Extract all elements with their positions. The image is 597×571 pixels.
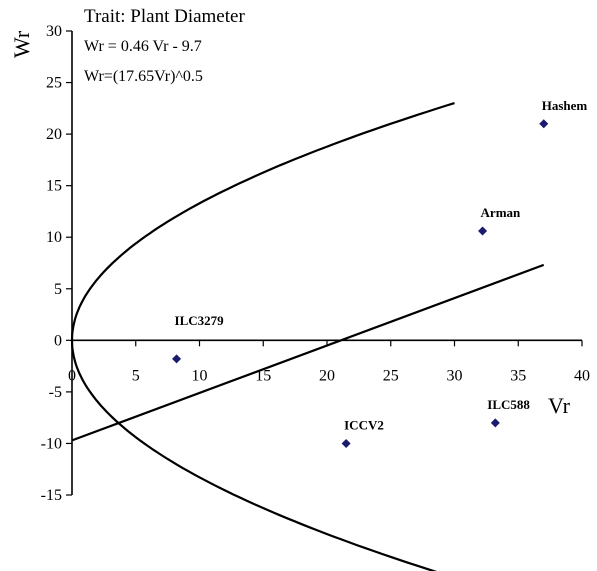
- y-tick-label: 15: [46, 178, 62, 195]
- x-tick-label: 5: [132, 367, 140, 384]
- x-tick-label: 20: [319, 367, 335, 384]
- y-tick-label: -15: [41, 487, 62, 504]
- y-tick-label: 0: [54, 332, 62, 349]
- y-tick-label: 30: [46, 23, 62, 40]
- equation-parabola: Wr=(17.65Vr)^0.5: [84, 68, 203, 85]
- x-tick-label: 0: [68, 367, 76, 384]
- y-tick-label: 10: [46, 229, 62, 246]
- data-point-ilc3279: [172, 354, 182, 364]
- x-tick-label: 10: [192, 367, 208, 384]
- y-tick-label: -10: [41, 435, 62, 452]
- y-axis-label: Wr: [9, 30, 34, 58]
- point-label-iccv2: ICCV2: [344, 417, 384, 432]
- data-point-hashem: [539, 119, 549, 129]
- y-tick-label: 5: [54, 281, 62, 298]
- data-point-iccv2: [341, 438, 351, 448]
- data-point-arman: [478, 226, 488, 236]
- x-axis-label: Vr: [548, 393, 571, 418]
- x-tick-label: 35: [510, 367, 526, 384]
- limiting-parabola-curve: [70, 102, 455, 571]
- x-tick-label: 40: [574, 367, 590, 384]
- point-label-arman: Arman: [481, 205, 521, 220]
- chart-title: Trait: Plant Diameter: [84, 6, 245, 27]
- y-tick-label: 25: [46, 75, 62, 92]
- point-label-ilc3279: ILC3279: [175, 313, 225, 328]
- data-point-ilc588: [490, 418, 500, 428]
- x-tick-label: 25: [383, 367, 399, 384]
- y-tick-label: -5: [49, 384, 62, 401]
- x-tick-label: 30: [447, 367, 463, 384]
- y-tick-label: 20: [46, 126, 62, 143]
- point-label-ilc588: ILC588: [487, 397, 530, 412]
- equation-regression: Wr = 0.46 Vr - 9.7: [84, 38, 202, 55]
- point-label-hashem: Hashem: [542, 98, 588, 113]
- regression-line: [71, 263, 545, 442]
